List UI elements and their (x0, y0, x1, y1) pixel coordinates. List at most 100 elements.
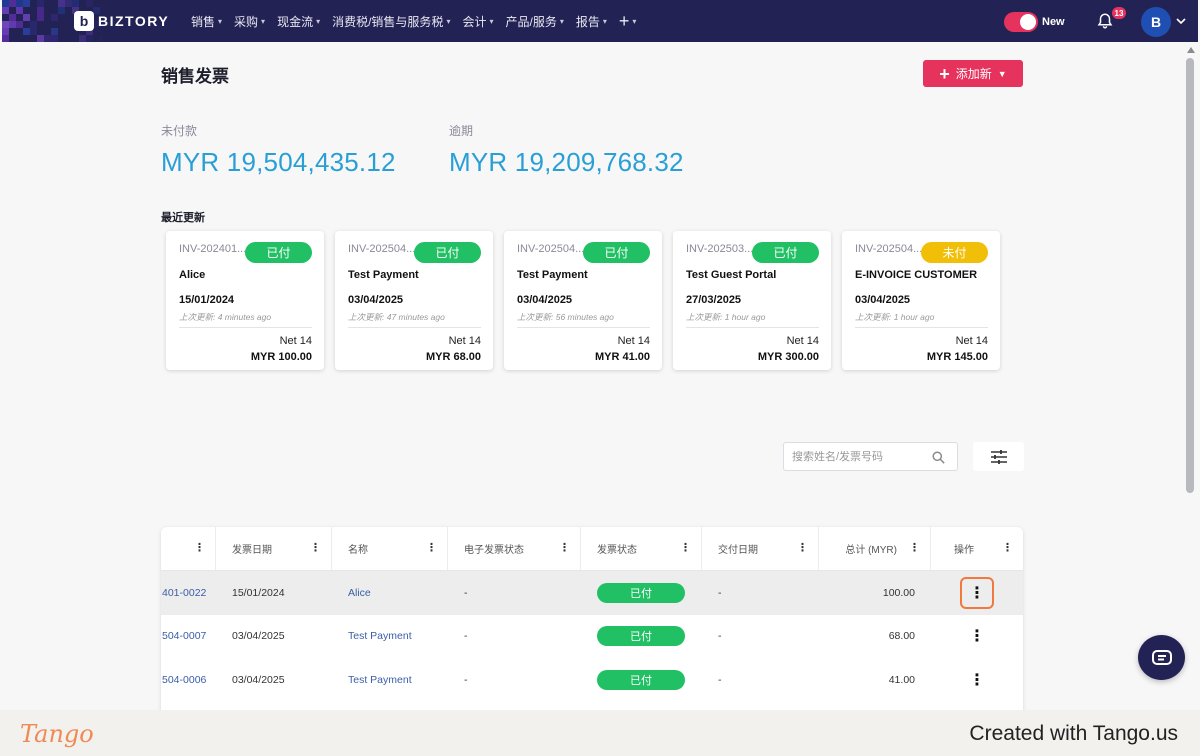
chat-widget-button[interactable] (1138, 635, 1185, 680)
table-row[interactable]: 401-0022 15/01/2024 Alice - 已付 - 100.00 … (161, 571, 1023, 615)
stat-overdue: 逾期 MYR 19,209,768.32 (449, 122, 684, 178)
status-badge: 已付 (583, 242, 650, 263)
column-header-invoice-status[interactable]: 发票状态 ⋮ (581, 527, 702, 570)
new-ui-toggle[interactable]: New (1004, 12, 1065, 32)
column-menu-icon[interactable]: ⋮ (426, 542, 437, 554)
cell-delivery-date: - (718, 586, 722, 599)
add-new-button[interactable]: + 添加新 ▼ (923, 60, 1023, 87)
column-menu-icon[interactable]: ⋮ (680, 542, 691, 554)
recent-updates-title: 最近更新 (161, 212, 205, 224)
chevron-down-icon: ▼ (997, 68, 1007, 79)
cell-actions: ⋮ (931, 576, 1023, 609)
column-menu-icon[interactable]: ⋮ (194, 542, 205, 554)
cell-name[interactable]: Test Payment (348, 673, 412, 686)
scroll-up-arrow-icon[interactable] (1187, 47, 1195, 53)
card-terms: Net 14 (617, 335, 650, 347)
tango-logo: Tango (20, 720, 94, 748)
recent-invoice-card[interactable]: INV-202504... 已付 Test Payment 03/04/2025… (335, 231, 493, 370)
menu-item-cashflow[interactable]: 现金流 ▾ (277, 13, 320, 30)
search-input[interactable] (792, 450, 932, 463)
column-header-invoice[interactable]: ⋮ (161, 527, 216, 570)
chevron-down-icon[interactable] (1176, 16, 1186, 26)
column-menu-icon[interactable]: ⋮ (559, 542, 570, 554)
card-terms: Net 14 (786, 335, 819, 347)
card-terms: Net 14 (955, 335, 988, 347)
chevron-down-icon: ▾ (316, 16, 321, 26)
toggle-switch[interactable] (1004, 12, 1038, 32)
cell-date: 15/01/2024 (232, 586, 285, 599)
invoice-table: ⋮ 发票日期 ⋮ 名称 ⋮ 电子发票状态 ⋮ 发票状态 ⋮ 交付日期 ⋮ 总计 (MYR)… (161, 527, 1023, 717)
stat-label: 逾期 (449, 124, 474, 138)
card-invoice-number: INV-202504... (348, 243, 416, 255)
stat-value: MYR 19,504,435.12 (161, 147, 396, 177)
menu-item-purchases[interactable]: 采购 ▾ (234, 13, 265, 30)
recent-invoice-card[interactable]: INV-202504... 未付 E-INVOICE CUSTOMER 03/0… (842, 231, 1000, 370)
recent-invoice-card[interactable]: INV-202504... 已付 Test Payment 03/04/2025… (504, 231, 662, 370)
cell-total: 41.00 (888, 673, 915, 686)
pixel-decoration (2, 0, 102, 42)
chevron-down-icon: ▾ (489, 16, 494, 26)
menu-label: 销售 (191, 14, 216, 29)
cell-total: 100.00 (882, 586, 915, 599)
recent-invoice-card[interactable]: INV-202503... 已付 Test Guest Portal 27/03… (673, 231, 831, 370)
avatar[interactable]: B (1141, 7, 1171, 37)
column-header-total[interactable]: 总计 (MYR) ⋮ (819, 527, 931, 570)
quick-add-menu[interactable]: + ▾ (619, 11, 637, 32)
card-updated: 上次更新: 4 minutes ago (179, 311, 312, 328)
table-row[interactable]: 504-0007 03/04/2025 Test Payment - 已付 - … (161, 615, 1023, 659)
stat-unpaid: 未付款 MYR 19,504,435.12 (161, 122, 396, 178)
cell-invoice[interactable]: 504-0007 (162, 630, 207, 643)
recent-invoice-card[interactable]: INV-202401... 已付 Alice 15/01/2024 上次更新: … (166, 231, 324, 370)
cell-invoice[interactable]: 504-0006 (162, 673, 207, 686)
column-menu-icon[interactable]: ⋮ (1002, 542, 1013, 554)
row-actions-kebab-icon[interactable]: ⋮ (960, 576, 994, 609)
notification-badge: 13 (1112, 7, 1126, 19)
menu-item-accounting[interactable]: 会计 ▾ (462, 13, 493, 30)
filter-button[interactable] (973, 442, 1024, 471)
column-header-name[interactable]: 名称 ⋮ (332, 527, 448, 570)
cell-delivery-date: - (718, 630, 722, 643)
tango-footer: Tango Created with Tango.us (0, 710, 1200, 756)
cell-name[interactable]: Alice (348, 586, 371, 599)
card-customer-name: Test Payment (348, 269, 419, 281)
status-badge: 已付 (245, 242, 312, 263)
status-badge: 已付 (752, 242, 819, 263)
brand-logo[interactable]: b BIZTORY (74, 11, 169, 31)
search-icon[interactable] (932, 451, 945, 464)
cell-date: 03/04/2025 (232, 673, 285, 686)
cell-invoice[interactable]: 401-0022 (162, 586, 207, 599)
card-invoice-number: INV-202504... (855, 243, 923, 255)
cell-einvoice-status: - (464, 673, 468, 686)
table-row[interactable]: 504-0006 03/04/2025 Test Payment - 已付 - … (161, 658, 1023, 702)
brand-name: BIZTORY (98, 13, 170, 29)
card-invoice-number: INV-202504... (517, 243, 585, 255)
page-scrollbar[interactable] (1186, 58, 1194, 493)
menu-label: 产品/服务 (505, 14, 557, 29)
menu-item-sst[interactable]: 消费税/销售与服务税 ▾ (332, 13, 450, 30)
row-actions-kebab-icon[interactable]: ⋮ (969, 628, 985, 646)
column-menu-icon[interactable]: ⋮ (909, 542, 920, 554)
cell-name[interactable]: Test Payment (348, 630, 412, 643)
card-terms: Net 14 (279, 335, 312, 347)
menu-item-products[interactable]: 产品/服务 ▾ (505, 13, 563, 30)
bell-icon[interactable] (1096, 12, 1114, 30)
column-header-delivery-date[interactable]: 交付日期 ⋮ (702, 527, 819, 570)
card-updated: 上次更新: 47 minutes ago (348, 311, 481, 328)
chevron-down-icon: ▾ (446, 16, 451, 26)
column-menu-icon[interactable]: ⋮ (310, 542, 321, 554)
card-invoice-number: INV-202401... (179, 243, 247, 255)
menu-item-sales[interactable]: 销售 ▾ (191, 13, 222, 30)
row-actions-kebab-icon[interactable]: ⋮ (969, 671, 985, 689)
menu-item-reports[interactable]: 报告 ▾ (576, 13, 607, 30)
column-header-date[interactable]: 发票日期 ⋮ (216, 527, 332, 570)
column-header-einvoice-status[interactable]: 电子发票状态 ⋮ (448, 527, 581, 570)
card-invoice-number: INV-202503... (686, 243, 754, 255)
card-updated: 上次更新: 1 hour ago (855, 311, 988, 328)
menu-label: 报告 (575, 14, 600, 29)
chevron-down-icon: ▾ (218, 16, 223, 26)
chevron-down-icon: ▾ (261, 16, 266, 26)
cell-total: 68.00 (888, 630, 915, 643)
column-menu-icon[interactable]: ⋮ (797, 542, 808, 554)
status-badge: 已付 (597, 582, 685, 603)
recent-cards: INV-202401... 已付 Alice 15/01/2024 上次更新: … (166, 231, 1000, 370)
